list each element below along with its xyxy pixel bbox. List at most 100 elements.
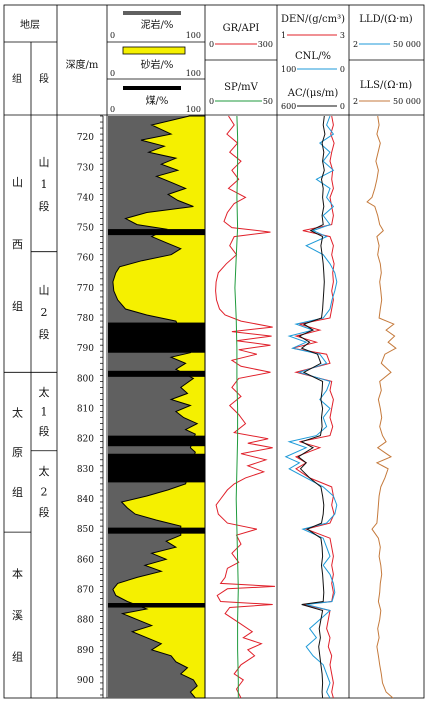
lls-curve	[366, 115, 397, 699]
sand-scale-max: 100	[186, 69, 201, 78]
coal-band	[108, 322, 205, 353]
depth-tick-label: 880	[77, 616, 94, 626]
member-label-char: 2	[41, 485, 48, 498]
mud-legend-label: 泥岩/%	[141, 18, 174, 31]
coal-legend-swatch	[123, 86, 181, 90]
depth-tick-label: 750	[77, 224, 94, 234]
cnl-scale-min: 100	[281, 65, 296, 74]
gr-curve	[215, 115, 276, 699]
depth-tick-label: 900	[77, 676, 94, 686]
lld-scale-min: 2	[353, 40, 358, 49]
formation-label-char: 组	[12, 299, 23, 313]
gr-scale-min: 0	[209, 40, 214, 49]
formation-label-char: 原	[12, 446, 23, 459]
formation-label-char: 组	[12, 485, 23, 499]
formation-label-char: 组	[12, 650, 23, 664]
coal-band	[108, 435, 205, 447]
depth-tick-label: 820	[77, 435, 94, 445]
cnl-curve	[284, 115, 338, 699]
strat-header: 地层	[20, 18, 40, 31]
coal-legend-label: 煤/%	[146, 94, 169, 107]
sand-legend-swatch	[122, 46, 186, 55]
depth-tick-label: 830	[77, 465, 94, 475]
frame	[3, 4, 425, 699]
col-group-label: 组	[12, 72, 22, 85]
depth-tick-label: 790	[77, 344, 94, 354]
sandstone-fill	[112, 115, 206, 699]
formation-label-char: 西	[12, 238, 23, 251]
depth-tick-label: 740	[77, 193, 94, 203]
sp-label: SP/mV	[224, 82, 258, 93]
den-scale-min: 1	[281, 31, 286, 40]
ac-label: AC/(μs/m)	[287, 88, 339, 99]
lls-label: LLS/(Ω·m)	[360, 80, 412, 91]
lld-label: LLD/(Ω·m)	[359, 14, 413, 25]
formation-label-char: 溪	[12, 609, 23, 622]
sand-scale-min: 0	[110, 69, 115, 78]
sand-legend-label: 砂岩/%	[141, 58, 174, 71]
depth-tick-label: 840	[77, 495, 94, 505]
coal-band	[108, 370, 205, 377]
den-label: DEN/(g/cm³)	[281, 14, 345, 25]
coal-band	[108, 527, 205, 534]
formation-label-char: 太	[12, 406, 23, 419]
depth-tick-label: 850	[77, 525, 94, 535]
member-label-char: 太	[39, 465, 50, 478]
lithology-track	[108, 115, 206, 699]
ac-scale-min: 600	[281, 102, 296, 111]
cnl-scale-max: 0	[340, 65, 345, 74]
depth-tick-label: 810	[77, 405, 94, 415]
member-label-char: 段	[39, 505, 50, 519]
gr-scale-max: 300	[258, 40, 273, 49]
member-label-char: 山	[39, 156, 50, 169]
sp-curve	[234, 115, 239, 698]
depth-tick-label: 890	[77, 646, 94, 656]
lld-scale-max: 50 000	[393, 40, 421, 49]
member-label-char: 1	[41, 406, 48, 419]
depth-tick-label: 870	[77, 585, 94, 595]
lls-scale-min: 2	[353, 97, 358, 106]
coal-scale-min: 0	[110, 105, 115, 114]
col-member-label: 段	[39, 72, 49, 85]
depth-tick-label: 720	[77, 133, 94, 143]
mud-scale-min: 0	[110, 31, 115, 40]
depth-tick-label: 770	[77, 284, 94, 294]
coal-band	[108, 603, 205, 608]
depth-tick-label: 760	[77, 254, 94, 264]
member-label-char: 山	[39, 284, 50, 297]
coal-band	[108, 229, 205, 236]
lls-scale-max: 50 000	[393, 97, 421, 106]
mud-legend-swatch	[123, 11, 181, 15]
depth-tick-label: 800	[77, 374, 94, 384]
member-label-char: 2	[41, 306, 48, 319]
ac-curve	[297, 115, 326, 699]
den-cnl-ac-header: DEN/(g/cm³) 1 3 CNL/% 100 0 AC/(μs/m) 60…	[281, 14, 345, 111]
depth-axis-label: 深度/m	[66, 58, 99, 71]
formation-label-char: 本	[12, 567, 23, 581]
coal-scale-max: 100	[186, 105, 201, 114]
sp-scale-max: 50	[263, 97, 273, 106]
member-label-char: 段	[39, 199, 50, 213]
depth-tick-label: 860	[77, 555, 94, 565]
den-scale-max: 3	[340, 31, 345, 40]
member-label-char: 段	[39, 327, 50, 341]
gr-sp-header: GR/API 0 300 SP/mV 0 50	[209, 23, 273, 106]
member-label-char: 太	[39, 386, 50, 399]
mud-scale-max: 100	[186, 31, 201, 40]
member-label-char: 段	[39, 424, 50, 438]
cnl-label: CNL/%	[295, 51, 331, 62]
sp-scale-min: 0	[209, 97, 214, 106]
coal-band	[108, 453, 205, 483]
member-label-char: 1	[41, 178, 48, 191]
depth-tick-label: 730	[77, 163, 94, 173]
formation-label-char: 山	[12, 176, 23, 189]
log-curves	[215, 115, 397, 699]
depth-axis: 720 730 740 750 760 770 780 790 800 810 820 830 840 8…	[77, 115, 104, 698]
depth-tick-label: 780	[77, 314, 94, 324]
lith-legend: 泥岩/% 0 100 砂岩/% 0 100 煤/% 0 100	[110, 11, 201, 114]
ac-scale-max: 0	[340, 102, 345, 111]
gr-label: GR/API	[223, 23, 260, 34]
lld-lls-header: LLD/(Ω·m) 2 50 000 LLS/(Ω·m) 2 50 000	[353, 14, 421, 106]
